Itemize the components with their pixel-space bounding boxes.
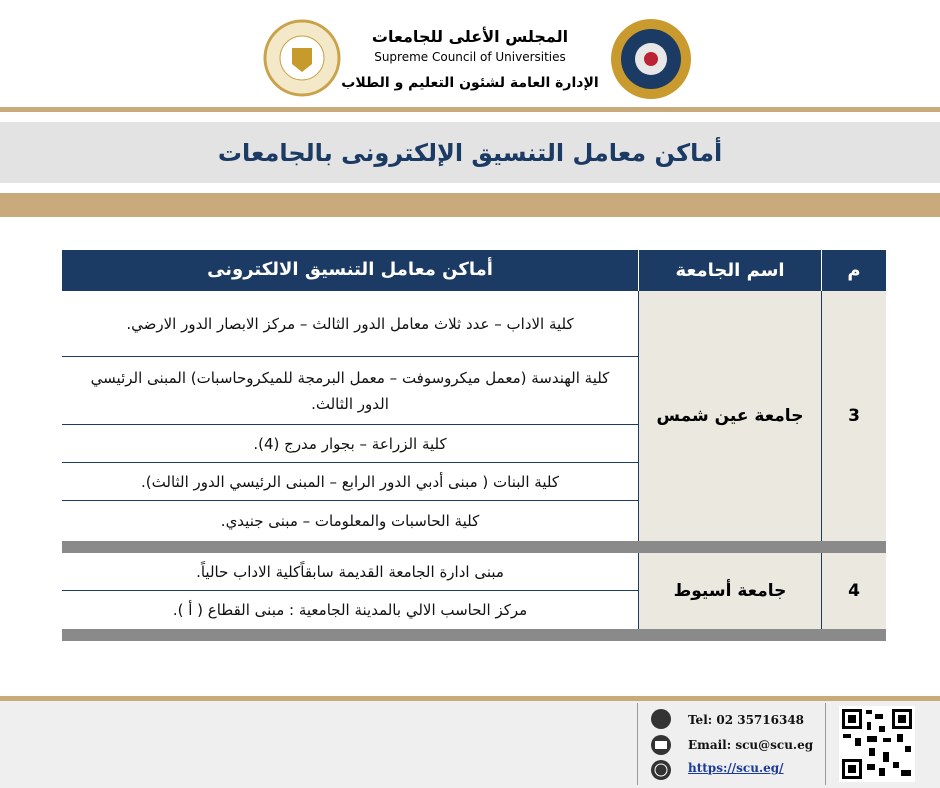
row-separator: [62, 541, 886, 553]
location: كلية البنات ( مبنى أدبي الدور الرابع – ا…: [62, 463, 638, 501]
location: مبنى ادارة الجامعة القديمة سابقاًكلية ال…: [62, 553, 638, 591]
col-header: أماكن معامل التنسيق الالكترونى: [62, 250, 638, 291]
tel: Tel: 02 35716348: [688, 713, 805, 727]
location: مركز الحاسب الالي بالمدينة الجامعية : مب…: [62, 591, 638, 629]
contact-icons: [651, 709, 671, 780]
email: Email: scu@scu.eg: [688, 738, 814, 752]
row-separator: [62, 629, 886, 641]
university: جامعة عين شمس: [638, 291, 822, 541]
divider: [637, 703, 638, 785]
admin-name: الإدارة العامة لشئون التعليم و الطلاب: [341, 75, 599, 91]
location: كلية الهندسة (معمل ميكروسوفت – معمل البر…: [62, 357, 638, 425]
location: كلية الحاسبات والمعلومات – مبنى جنيدي.: [62, 501, 638, 541]
council-en: Supreme Council of Universities: [374, 50, 566, 64]
col-header: اسم الجامعة: [638, 250, 822, 291]
divider: [825, 703, 826, 785]
gold-band: [0, 193, 940, 217]
council-ar: المجلس الأعلى للجامعات: [371, 27, 569, 46]
ministry-logo: [263, 19, 341, 97]
row-number: 3: [822, 291, 886, 541]
qr-code: [839, 706, 915, 782]
gold-line: [0, 107, 940, 112]
row-number: 4: [822, 553, 886, 629]
council-logo: [611, 19, 691, 99]
gold-line: [0, 696, 940, 701]
university: جامعة أسيوط: [638, 553, 822, 629]
col-header: م: [822, 250, 886, 291]
title: أماكن معامل التنسيق الإلكترونى بالجامعات: [0, 122, 940, 183]
location: كلية الزراعة – بجوار مدرج (4).: [62, 425, 638, 463]
url[interactable]: https://scu.eg/: [688, 761, 784, 775]
location: كلية الاداب – عدد ثلاث معامل الدور الثال…: [62, 291, 638, 357]
footer: [0, 701, 940, 788]
